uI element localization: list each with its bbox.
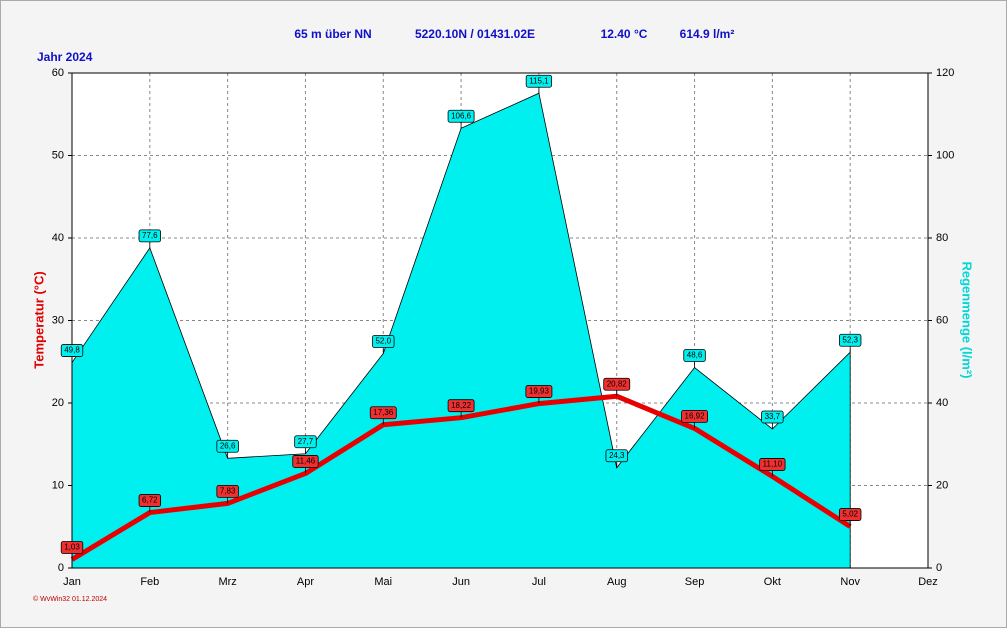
x-tick-label: Sep xyxy=(685,576,705,588)
data-label: 49,8 xyxy=(64,346,80,355)
data-label: 11,46 xyxy=(296,457,316,466)
x-tick-label: Jul xyxy=(532,576,546,588)
y-tick-label: 50 xyxy=(52,149,64,161)
data-label: 7,83 xyxy=(220,487,236,496)
data-label-box xyxy=(372,335,395,348)
data-label-box xyxy=(838,508,862,521)
data-label: 18,22 xyxy=(451,401,472,410)
y-tick-label: 20 xyxy=(52,397,64,409)
y2-tick-label: 40 xyxy=(936,397,948,409)
data-label: 48,6 xyxy=(687,351,703,360)
header-rain: 614.9 l/m² xyxy=(680,27,735,41)
data-label-box xyxy=(605,449,628,463)
data-label-box xyxy=(681,410,708,423)
data-label: 5,02 xyxy=(842,510,858,519)
header-temp: 12.40 °C xyxy=(601,27,648,41)
data-label: 52,0 xyxy=(375,337,391,346)
data-label-box xyxy=(838,333,862,347)
data-label: 52,3 xyxy=(842,335,858,344)
data-label: 77,6 xyxy=(142,231,158,240)
data-label: 16,92 xyxy=(685,412,706,421)
data-label-box xyxy=(216,485,239,498)
data-label: 26,6 xyxy=(220,441,236,450)
data-label: 27,7 xyxy=(298,437,314,446)
y2-tick-label: 0 xyxy=(936,562,942,574)
header-altitude: 65 m über NN xyxy=(294,27,371,41)
data-label-box xyxy=(60,541,84,554)
data-label-box xyxy=(761,410,784,424)
x-tick-label: Nov xyxy=(840,576,860,588)
data-label: 24,3 xyxy=(609,451,625,460)
data-label-box xyxy=(525,385,553,398)
y-tick-label: 10 xyxy=(52,479,64,491)
y2-axis-title: Regenmenge (l/m²) xyxy=(960,261,975,378)
data-label: 106,6 xyxy=(451,111,472,120)
axes-frame xyxy=(71,72,929,569)
data-label-box xyxy=(138,229,162,243)
year-label: Jahr 2024 xyxy=(37,50,93,64)
y-axis-title: Temperatur (°C) xyxy=(31,271,46,368)
y-tick-label: 0 xyxy=(58,562,64,574)
x-tick-label: Aug xyxy=(607,576,627,588)
rain-area xyxy=(71,92,851,569)
data-label-box xyxy=(683,349,706,362)
x-tick-label: Jan xyxy=(63,576,81,588)
x-tick-label: Feb xyxy=(140,576,159,588)
data-label-box xyxy=(294,435,317,449)
data-label: 19,93 xyxy=(529,387,550,396)
data-label: 1,03 xyxy=(64,543,80,552)
y2-tick-label: 20 xyxy=(936,479,948,491)
x-tick-label: Mai xyxy=(374,576,392,588)
x-tick-label: Dez xyxy=(918,576,938,588)
y-tick-label: 60 xyxy=(52,67,64,79)
data-label: 17,36 xyxy=(373,408,394,417)
x-tick-label: Okt xyxy=(764,576,781,588)
data-label-box xyxy=(60,344,84,357)
footer: © WvWin32 01.12.2024 xyxy=(33,595,107,603)
y-tick-label: 30 xyxy=(52,314,64,326)
y2-tick-label: 60 xyxy=(936,314,948,326)
data-label-box xyxy=(525,74,553,88)
data-label: 11,10 xyxy=(763,460,783,469)
data-label: 6,72 xyxy=(142,496,158,505)
data-label: 20,82 xyxy=(607,379,628,388)
data-label-box xyxy=(447,399,475,413)
data-label-box xyxy=(603,377,631,391)
data-label-box xyxy=(292,455,319,468)
y2-tick-label: 120 xyxy=(936,67,954,79)
data-label-box xyxy=(759,458,786,471)
x-tick-label: Jun xyxy=(452,576,470,588)
y-tick-label: 40 xyxy=(52,232,64,244)
x-tick-label: Apr xyxy=(297,576,314,588)
data-label-box xyxy=(447,109,475,123)
data-label: 115,1 xyxy=(529,76,549,85)
data-label: 33,7 xyxy=(765,412,781,421)
y2-tick-label: 100 xyxy=(936,149,954,161)
header-coords: 5220.10N / 01431.02E xyxy=(415,27,535,41)
data-label-box xyxy=(138,494,162,507)
x-tick-label: Mrz xyxy=(218,576,236,588)
data-label-box xyxy=(369,406,397,420)
data-label-box xyxy=(216,439,239,453)
y2-tick-label: 80 xyxy=(936,232,948,244)
